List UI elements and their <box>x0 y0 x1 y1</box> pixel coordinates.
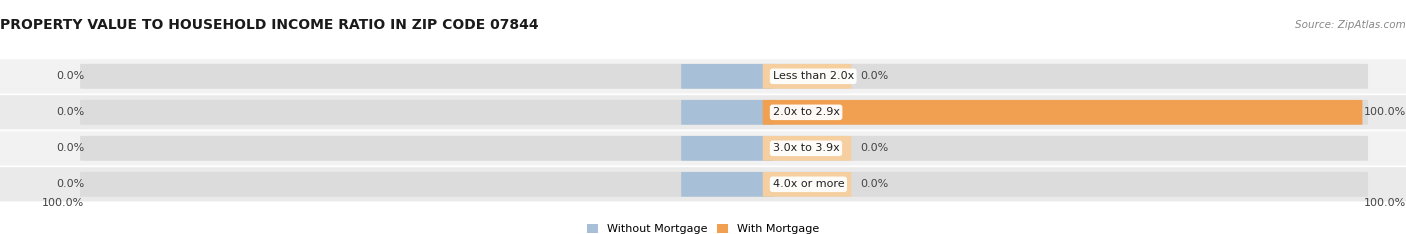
FancyBboxPatch shape <box>0 131 1406 166</box>
FancyBboxPatch shape <box>762 64 851 89</box>
FancyBboxPatch shape <box>80 100 1368 125</box>
Text: 100.0%: 100.0% <box>1364 198 1406 208</box>
Text: 0.0%: 0.0% <box>56 179 84 189</box>
FancyBboxPatch shape <box>762 100 1362 125</box>
Text: 0.0%: 0.0% <box>56 107 84 117</box>
Text: 4.0x or more: 4.0x or more <box>773 179 844 189</box>
FancyBboxPatch shape <box>762 172 851 197</box>
FancyBboxPatch shape <box>762 136 851 161</box>
Text: Source: ZipAtlas.com: Source: ZipAtlas.com <box>1295 20 1406 30</box>
Text: 0.0%: 0.0% <box>56 143 84 153</box>
Text: 0.0%: 0.0% <box>860 179 889 189</box>
FancyBboxPatch shape <box>80 64 1368 89</box>
FancyBboxPatch shape <box>80 136 1368 161</box>
Text: Less than 2.0x: Less than 2.0x <box>773 71 853 81</box>
Text: 100.0%: 100.0% <box>42 198 84 208</box>
Text: 0.0%: 0.0% <box>56 71 84 81</box>
Text: PROPERTY VALUE TO HOUSEHOLD INCOME RATIO IN ZIP CODE 07844: PROPERTY VALUE TO HOUSEHOLD INCOME RATIO… <box>0 18 538 32</box>
FancyBboxPatch shape <box>682 100 773 125</box>
FancyBboxPatch shape <box>682 136 773 161</box>
Text: 3.0x to 3.9x: 3.0x to 3.9x <box>773 143 839 153</box>
Text: 0.0%: 0.0% <box>860 71 889 81</box>
FancyBboxPatch shape <box>682 64 773 89</box>
FancyBboxPatch shape <box>0 95 1406 130</box>
Text: 2.0x to 2.9x: 2.0x to 2.9x <box>773 107 839 117</box>
FancyBboxPatch shape <box>0 167 1406 202</box>
Text: 100.0%: 100.0% <box>1364 107 1406 117</box>
Legend: Without Mortgage, With Mortgage: Without Mortgage, With Mortgage <box>588 224 818 234</box>
FancyBboxPatch shape <box>80 172 1368 197</box>
Text: 0.0%: 0.0% <box>860 143 889 153</box>
FancyBboxPatch shape <box>682 172 773 197</box>
FancyBboxPatch shape <box>0 59 1406 94</box>
